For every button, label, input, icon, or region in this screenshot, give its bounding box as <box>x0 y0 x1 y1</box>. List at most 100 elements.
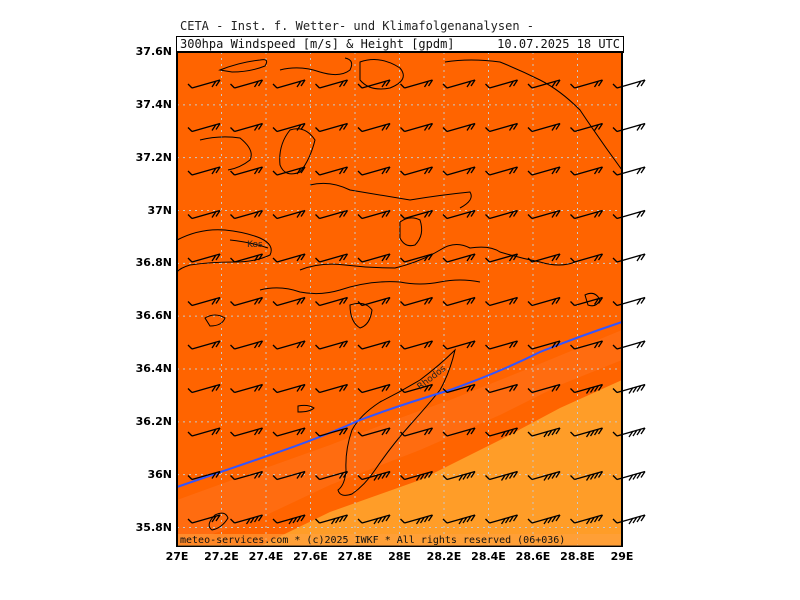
wind-barb <box>570 383 604 394</box>
credit-line: meteo-services.com * (c)2025 IWKF * All … <box>180 535 566 546</box>
wind-barb <box>400 253 434 263</box>
wind-barb <box>315 253 349 263</box>
wind-barb <box>187 79 221 89</box>
wind-barb <box>230 514 264 525</box>
wind-barb <box>400 122 434 133</box>
wind-barb <box>357 296 391 307</box>
wind-barb <box>230 296 264 307</box>
wind-barb <box>400 296 434 307</box>
wind-barb <box>400 514 434 525</box>
chart-title: CETA - Inst. f. Wetter- und Klimafolgena… <box>180 19 535 33</box>
wind-barb <box>357 427 391 437</box>
valid-time-label: 10.07.2025 18 UTC <box>497 37 620 51</box>
coastlines <box>176 57 623 531</box>
wind-barb <box>400 340 434 350</box>
wind-barb <box>187 470 221 481</box>
lon-label: 27.4E <box>248 550 284 563</box>
wind-barb <box>442 383 476 394</box>
lon-label: 29E <box>610 550 634 563</box>
wind-barb <box>570 514 604 525</box>
wind-barbs <box>187 79 646 525</box>
wind-barb <box>442 296 476 307</box>
wind-barb <box>612 383 646 394</box>
lon-label: 28.8E <box>560 550 595 563</box>
wind-barb <box>230 166 264 176</box>
wind-barb <box>527 340 561 350</box>
lat-label: 36N <box>147 467 172 481</box>
wind-barb <box>357 122 391 133</box>
wind-barb <box>272 470 306 481</box>
wind-barb <box>612 122 646 133</box>
height-contour-line <box>176 321 623 488</box>
lat-lon-grid <box>176 51 623 546</box>
wind-barb <box>230 383 264 394</box>
wind-barb <box>315 296 349 307</box>
wind-barb <box>272 253 306 263</box>
wind-barb <box>230 470 264 481</box>
wind-barb <box>485 209 519 220</box>
wind-barb <box>230 122 264 133</box>
wind-barb <box>527 296 561 307</box>
lon-label: 27.8E <box>337 550 373 563</box>
wind-barb <box>272 427 306 437</box>
wind-barb <box>357 209 391 220</box>
wind-barb <box>315 79 349 89</box>
wind-barb <box>527 79 561 89</box>
wind-barb <box>230 209 264 220</box>
wind-barb <box>400 79 434 89</box>
wind-barb <box>442 79 476 89</box>
wind-barb <box>442 209 476 220</box>
lat-label: 37.2N <box>135 150 172 164</box>
wind-barb <box>272 514 306 525</box>
wind-barb <box>230 427 264 437</box>
wind-barb <box>357 514 391 525</box>
lat-label: 35.8N <box>135 520 172 534</box>
wind-barb <box>187 122 221 133</box>
wind-barb <box>570 253 604 263</box>
wind-barb <box>485 340 519 350</box>
wind-barb <box>612 470 646 481</box>
wind-barb <box>527 383 561 394</box>
wind-barb <box>230 253 264 263</box>
wind-barb <box>272 383 306 394</box>
wind-barb <box>187 514 221 524</box>
wind-barb <box>442 340 476 350</box>
wind-barb <box>315 340 349 350</box>
wind-barb <box>485 427 519 438</box>
wind-barb <box>442 166 476 176</box>
wind-barb <box>272 340 306 350</box>
lat-label: 36.2N <box>135 414 172 428</box>
wind-barb <box>272 209 306 220</box>
wind-barb <box>357 383 391 394</box>
wind-barb <box>315 427 349 437</box>
wind-barb <box>612 79 646 89</box>
wind-barb <box>315 514 349 525</box>
wind-barb <box>442 514 476 525</box>
lon-label: 28.4E <box>471 550 506 563</box>
lon-label: 28E <box>388 550 411 563</box>
wind-barb <box>442 427 476 437</box>
wind-barb <box>357 340 391 350</box>
wind-barb <box>612 514 646 525</box>
wind-barb <box>612 253 646 263</box>
wind-barb <box>230 340 264 350</box>
wind-barb <box>527 514 561 525</box>
wind-barb <box>187 166 221 176</box>
wind-barb <box>357 79 391 89</box>
wind-barb <box>527 122 561 133</box>
wind-barb <box>570 79 604 89</box>
wind-barb <box>187 209 221 220</box>
wind-barb <box>485 253 519 263</box>
wind-barb <box>570 209 604 220</box>
wind-barb <box>400 470 434 481</box>
wind-barb <box>570 122 604 133</box>
wind-barb <box>272 122 306 133</box>
wind-barb <box>272 79 306 89</box>
wind-barb <box>442 122 476 133</box>
wind-barb <box>527 166 561 176</box>
wind-barb <box>400 209 434 220</box>
wind-barb <box>485 514 519 525</box>
lon-label: 27E <box>165 550 189 563</box>
wind-barb <box>315 166 349 176</box>
